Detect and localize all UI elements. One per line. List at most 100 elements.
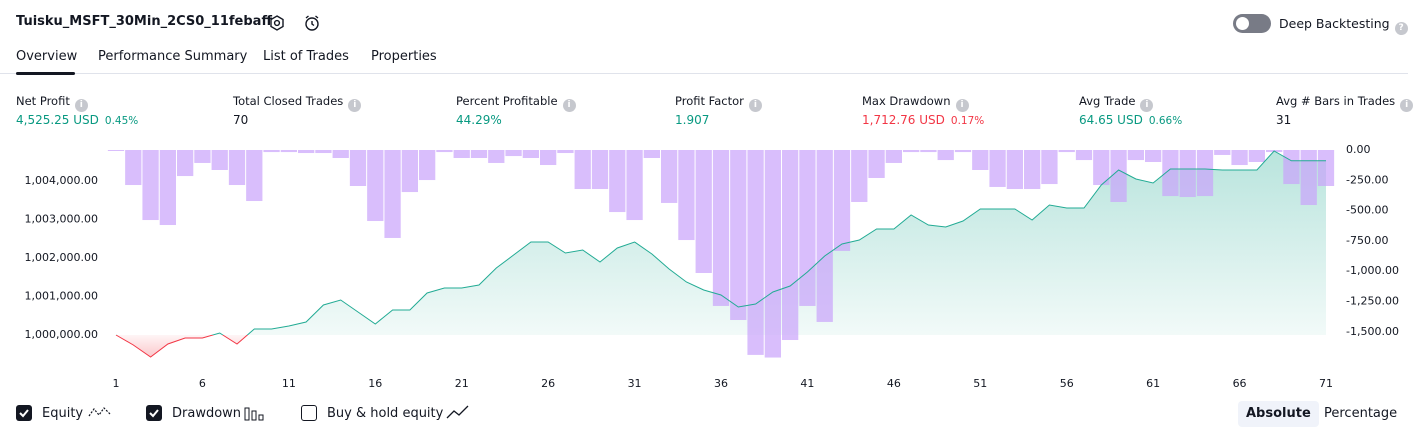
drawdown-bar (695, 150, 712, 273)
drawdown-bar (868, 150, 885, 178)
drawdown-bar (419, 150, 436, 181)
drawdown-bar (1093, 150, 1110, 186)
metric-value: 44.29% (456, 113, 502, 127)
x-tick-label: 41 (800, 377, 814, 390)
metric-label: Max Drawdown i (862, 94, 969, 112)
drawdown-bar (453, 150, 470, 158)
drawdown-bar (989, 150, 1006, 187)
percentage-button[interactable]: Percentage (1324, 406, 1398, 421)
metric-label: Avg Trade i (1079, 94, 1154, 112)
buy-hold-checkbox[interactable] (301, 405, 317, 421)
drawdown-bar (816, 150, 833, 322)
metric-value-text: 44.29% (456, 113, 502, 127)
x-tick-label: 6 (199, 377, 206, 390)
info-icon[interactable]: i (955, 99, 969, 112)
drawdown-bar (1162, 150, 1179, 197)
metric-value-text: 4,525.25 USD (16, 113, 99, 127)
metric-value: 31 (1276, 113, 1291, 127)
x-tick-label: 51 (973, 377, 987, 390)
drawdown-bar (522, 150, 539, 158)
drawdown-bar (1248, 150, 1265, 162)
drawdown-bar (367, 150, 384, 222)
settings-icon[interactable] (268, 14, 286, 32)
drawdown-bar (384, 150, 401, 238)
drawdown-bar (851, 150, 868, 202)
drawdown-bar (298, 150, 315, 154)
metric-label-text: Avg Trade (1079, 94, 1136, 108)
metric-percent: 0.17% (950, 115, 985, 127)
drawdown-bar (574, 150, 591, 190)
metric-label-text: Avg # Bars in Trades (1276, 94, 1396, 108)
toggle-label: Deep Backtesting? (1279, 16, 1408, 35)
drawdown-bar (712, 150, 730, 306)
tab[interactable]: List of Trades (263, 49, 349, 64)
drawdown-bar (799, 150, 816, 306)
drawdown-bar (505, 150, 522, 157)
drawdown-bar (470, 150, 488, 158)
drawdown-bar (1317, 150, 1335, 186)
metric-value-text: 1.907 (675, 113, 710, 127)
buy-hold-icon (446, 405, 469, 419)
x-tick-label: 46 (887, 377, 901, 390)
info-icon[interactable]: i (74, 99, 88, 112)
drawdown-bar (1145, 150, 1162, 162)
drawdown-bar (937, 150, 954, 161)
drawdown-bar (954, 150, 972, 153)
metric-value: 64.65 USD 0.66% (1079, 113, 1182, 127)
y2-tick-label: -500.00 (1346, 204, 1388, 217)
drawdown-bar (1231, 150, 1248, 166)
metric-label-text: Max Drawdown (862, 94, 951, 108)
absolute-button[interactable]: Absolute (1238, 401, 1319, 427)
x-tick-label: 56 (1060, 377, 1074, 390)
metric-label: Avg # Bars in Trades i (1276, 94, 1414, 112)
info-icon[interactable]: i (1400, 99, 1414, 112)
drawdown-bar (903, 150, 920, 153)
drawdown-bar (436, 150, 453, 153)
drawdown-bar (349, 150, 367, 186)
drawdown-bar (280, 150, 297, 153)
drawdown-bar (764, 150, 781, 358)
metric-label: Total Closed Trades i (233, 94, 362, 112)
y-tick-label: 1,003,000.00 (25, 212, 98, 225)
equity-area (116, 151, 1326, 357)
info-icon[interactable]: i (562, 99, 576, 112)
drawdown-bar (107, 150, 125, 151)
drawdown-bar (678, 150, 695, 241)
tab[interactable]: Properties (371, 49, 437, 64)
x-tick-label: 71 (1319, 377, 1333, 390)
y-tick-label: 1,004,000.00 (25, 174, 98, 187)
strategy-title: Tuisku_MSFT_30Min_2CS0_11febaff (16, 14, 272, 29)
x-tick-label: 61 (1146, 377, 1160, 390)
drawdown-bar (661, 150, 678, 203)
drawdown-bar (885, 150, 902, 163)
drawdown-checkbox[interactable] (146, 405, 162, 421)
drawdown-bar (972, 150, 989, 170)
equity-icon (88, 407, 111, 417)
tab[interactable]: Overview (16, 49, 78, 64)
info-icon[interactable]: ? (1394, 22, 1408, 35)
info-icon[interactable]: i (1140, 99, 1154, 112)
metric-value-text: 64.65 USD (1079, 113, 1143, 127)
drawdown-bar (401, 150, 418, 193)
metric-label-text: Percent Profitable (456, 94, 558, 108)
deep-backtesting-toggle[interactable] (1233, 14, 1271, 33)
tab[interactable]: Performance Summary (98, 49, 248, 64)
info-icon[interactable]: i (748, 99, 762, 112)
drawdown-bar (591, 150, 609, 190)
metric-label-text: Net Profit (16, 94, 70, 108)
metric-value: 1.907 (675, 113, 709, 127)
alert-icon[interactable] (302, 13, 322, 33)
x-tick-label: 66 (1233, 377, 1247, 390)
drawdown-bar (1214, 150, 1231, 155)
y-tick-label: 1,001,000.00 (25, 290, 98, 303)
metric-value: 70 (233, 113, 248, 127)
x-tick-label: 26 (541, 377, 555, 390)
info-icon[interactable]: i (348, 99, 362, 112)
drawdown-bar (1179, 150, 1196, 198)
x-tick-label: 11 (282, 377, 296, 390)
metric-label-text: Total Closed Trades (233, 94, 344, 108)
equity-checkbox[interactable] (16, 405, 32, 421)
drawdown-bar (920, 150, 937, 153)
legend-buy-hold: Buy & hold equity (327, 406, 444, 421)
